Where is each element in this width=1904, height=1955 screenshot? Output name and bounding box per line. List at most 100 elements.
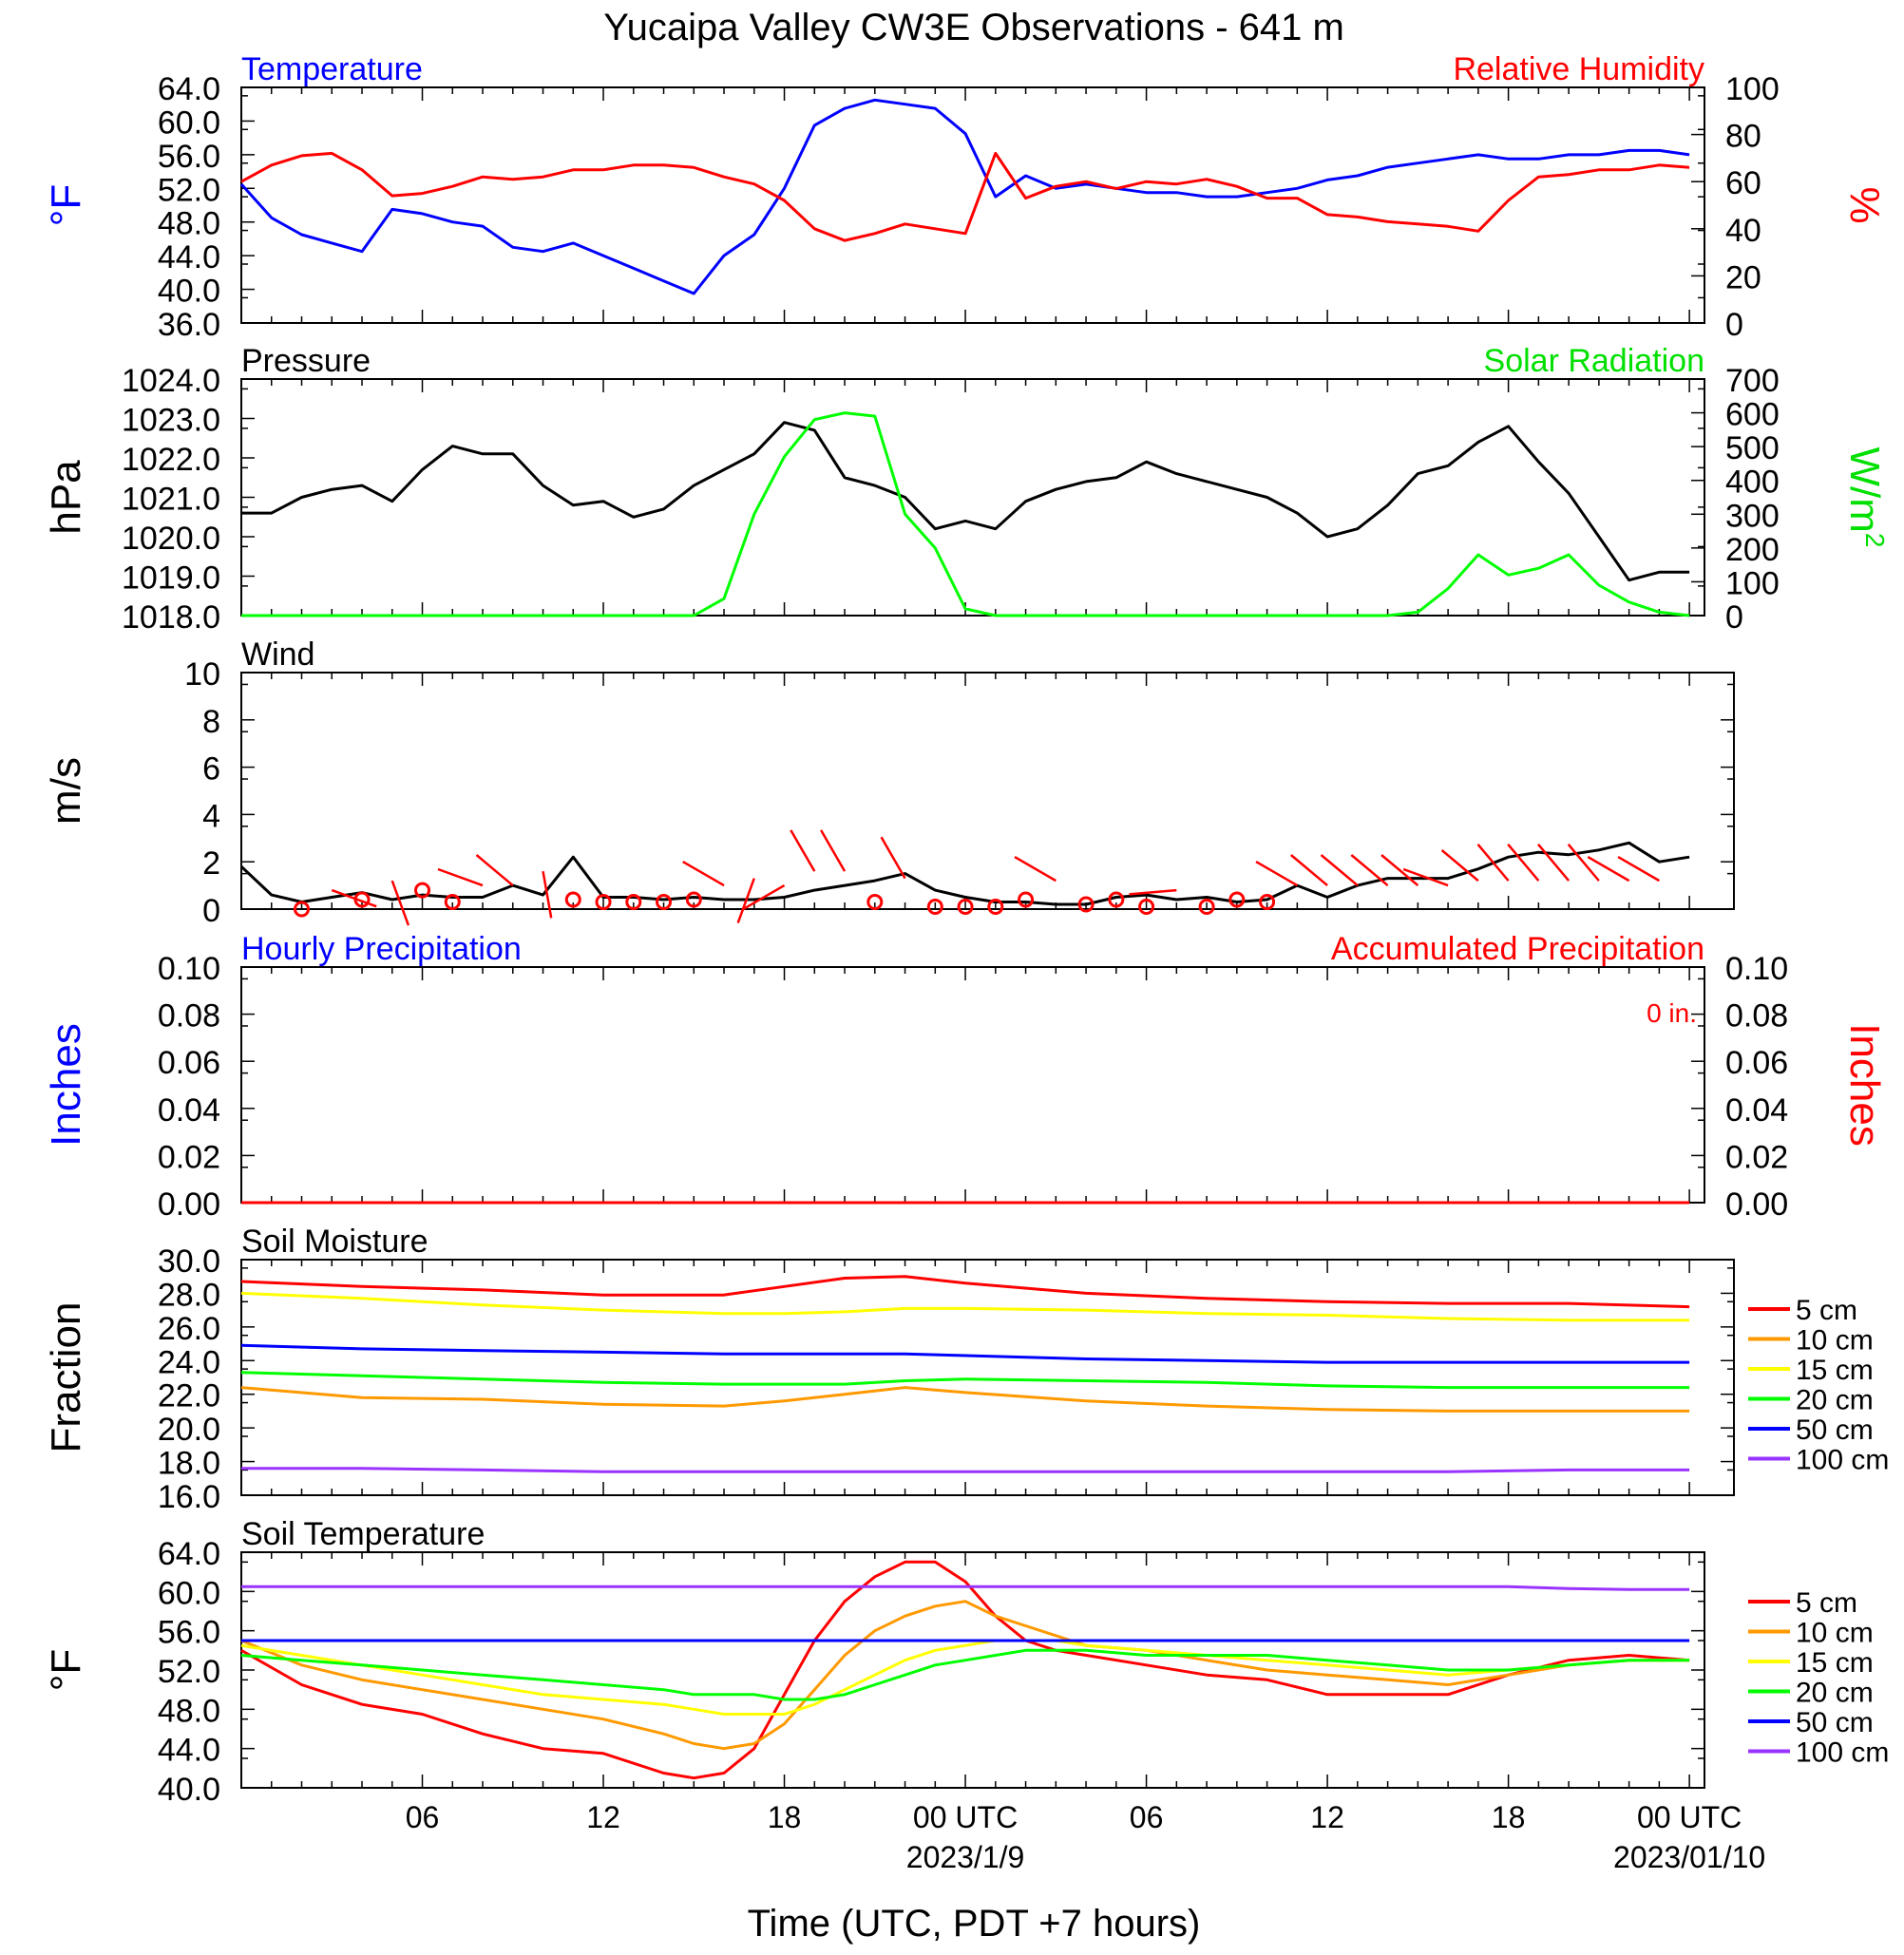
x-tick-label: 12 <box>586 1800 620 1834</box>
y-tick-label-right: 80 <box>1725 119 1761 155</box>
wind-calm-circle <box>866 894 884 911</box>
y-tick-label-left: 60.0 <box>158 1575 220 1611</box>
series-line-10-cm <box>240 1600 1690 1751</box>
y-axis-label-left: hPa <box>43 460 89 535</box>
y-tick-label-left: 6 <box>202 751 220 788</box>
y-tick-label-left: 1021.0 <box>122 482 220 518</box>
y-axis-label-right: W/m2 <box>1841 447 1890 548</box>
y-tick-label-left: 2 <box>202 845 220 882</box>
panel-title-left: Wind <box>241 636 314 673</box>
precip-total-annotation: 0 in. <box>1647 998 1697 1028</box>
y-axis-label-left: m/s <box>43 757 89 825</box>
wind-calm-circle <box>1018 891 1035 908</box>
y-tick-label-left: 8 <box>202 704 220 740</box>
y-tick-label-right: 0.04 <box>1725 1092 1788 1129</box>
y-tick-label-left: 0.06 <box>158 1045 220 1081</box>
y-tick-label-left: 1023.0 <box>122 403 220 439</box>
wind-barb <box>1255 861 1298 887</box>
y-tick-label-right: 0.10 <box>1725 951 1788 987</box>
panel-title-left: Temperature <box>241 51 423 87</box>
legend-label: 100 cm <box>1796 1737 1889 1769</box>
y-axis-label-left: °F <box>43 184 89 226</box>
y-tick-label-left: 0.08 <box>158 998 220 1034</box>
y-tick-label-left: 56.0 <box>158 139 220 175</box>
y-tick-label-left: 40.0 <box>158 274 220 310</box>
wind-calm-circle <box>625 894 642 911</box>
series-line-5-cm <box>240 1275 1690 1309</box>
wind-barb <box>390 880 410 926</box>
y-tick-label-right: 100 <box>1725 565 1780 601</box>
panel-frame <box>240 672 1735 910</box>
y-tick-label-left: 1018.0 <box>122 599 220 636</box>
series-line-temperature <box>239 98 1690 295</box>
wind-barb <box>1440 849 1479 883</box>
y-tick-label-left: 52.0 <box>158 172 220 208</box>
wind-calm-circle <box>414 882 431 899</box>
legend-label: 50 cm <box>1796 1707 1874 1738</box>
panels: 64.060.056.052.048.044.040.036.010080604… <box>43 51 1890 1808</box>
wind-calm-circle <box>353 891 371 908</box>
y-tick-label-right: 700 <box>1725 363 1780 399</box>
wind-calm-circle <box>1108 891 1125 908</box>
panel-title-left: Soil Moisture <box>241 1224 428 1260</box>
y-tick-label-left: 0 <box>202 893 220 929</box>
x-tick-label: 18 <box>768 1800 802 1834</box>
y-tick-label-left: 52.0 <box>158 1654 220 1690</box>
y-tick-label-right: 0.00 <box>1725 1186 1788 1223</box>
y-axis-label-right-superscript: 2 <box>1860 533 1890 548</box>
series-line-wind-speed <box>239 841 1690 906</box>
y-tick-label-left: 1019.0 <box>122 560 220 597</box>
wind-calm-circle <box>1228 891 1246 908</box>
y-tick-label-left: 44.0 <box>158 239 220 275</box>
y-tick-label-right: 0 <box>1725 307 1743 343</box>
y-axis-label-right: Inches <box>1841 1023 1888 1147</box>
legend-label: 50 cm <box>1796 1414 1874 1446</box>
y-tick-label-left: 36.0 <box>158 307 220 343</box>
date-label: 2023/01/10 <box>1613 1840 1765 1874</box>
wind-calm-circle <box>656 894 673 911</box>
wind-barb <box>1380 854 1419 887</box>
series-line-20-cm <box>240 1371 1690 1390</box>
panel-1: 64.060.056.052.048.044.040.036.0 100 80 60 4… <box>43 51 1888 343</box>
y-tick-label-right: 300 <box>1725 498 1780 534</box>
wind-barb <box>880 836 906 880</box>
panel-6: 64.060.0 56.052.048.0 44.040.0 Soil Tempera… <box>43 1516 1889 1808</box>
y-tick-label-left: 40.0 <box>158 1772 220 1808</box>
wind-calm-circle <box>1198 899 1215 916</box>
wind-calm-circle <box>595 894 612 911</box>
y-tick-label-left: 10 <box>184 656 220 693</box>
x-tick-label: 06 <box>406 1800 440 1834</box>
y-tick-label-right: 20 <box>1725 259 1761 295</box>
y-axis-label-left: Inches <box>43 1023 89 1147</box>
series-line-solar-radiation <box>241 411 1690 617</box>
y-tick-label-left: 1022.0 <box>122 442 220 478</box>
panel-title-left: Pressure <box>241 343 371 379</box>
series-line-100-cm <box>241 1585 1690 1591</box>
y-axis-label-left: Fraction <box>43 1302 89 1453</box>
panel-frame <box>240 1259 1735 1496</box>
series-line-pressure <box>241 421 1690 582</box>
wind-calm-circle <box>1259 894 1276 911</box>
y-tick-label-left: 56.0 <box>158 1615 220 1651</box>
panel-title-right: Relative Humidity <box>1453 51 1704 87</box>
wind-calm-circle <box>564 891 581 908</box>
panel-3: 10 8 6 4 2 0 Wind m/s <box>43 636 1735 929</box>
wind-barb <box>1476 843 1510 882</box>
panel-frame <box>240 86 1705 324</box>
wind-barb <box>742 884 786 911</box>
y-tick-label-left: 30.0 <box>158 1243 220 1280</box>
wind-calm-circle <box>444 894 461 911</box>
wind-barb <box>1587 856 1630 883</box>
y-tick-label-left: 0.00 <box>158 1186 220 1223</box>
y-tick-label-left: 60.0 <box>158 104 220 141</box>
wind-calm-circle <box>685 891 702 908</box>
wind-barb <box>1320 854 1359 887</box>
y-tick-label-left: 1024.0 <box>122 363 220 399</box>
series-line-5-cm <box>240 1560 1690 1780</box>
legend-label: 10 cm <box>1796 1618 1874 1649</box>
y-tick-label-left: 0.10 <box>158 951 220 987</box>
x-axis-label: Time (UTC, PDT +7 hours) <box>748 1903 1201 1945</box>
